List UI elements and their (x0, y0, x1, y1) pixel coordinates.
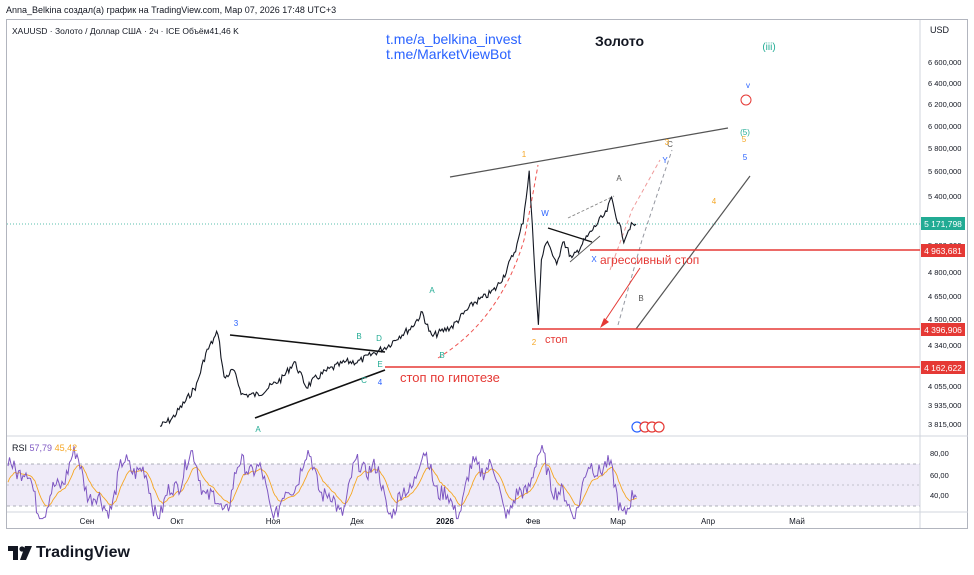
triangle-upper (229, 334, 386, 353)
symbol-legend[interactable]: XAUUSD · Золото / Доллар США · 2ч · ICE … (12, 26, 239, 36)
wave-label: A (616, 174, 622, 183)
wave-label: Y (662, 156, 668, 165)
time-axis: Сен Окт Ноя Дек 2026 Фев Мар Апр Май (80, 517, 805, 526)
time-tick-label: Дек (350, 517, 364, 526)
price-tick-label: 4 500,000 (928, 315, 961, 324)
rsi-axis: 80,00 60,00 40,00 (930, 449, 949, 500)
time-tick-label: Апр (701, 517, 716, 526)
price-tick-label: 6 600,000 (928, 58, 961, 67)
price-axis: 6 600,000 6 400,000 6 200,000 6 000,000 5 80… (928, 58, 961, 429)
rsi-ma-line (7, 462, 637, 507)
tradingview-logo[interactable]: TradingView (8, 544, 130, 562)
rsi-tick-label: 40,00 (930, 491, 949, 500)
red-arrow (601, 267, 641, 326)
level-labels: агрессивный стоп стоп стоп по гипотезе (400, 253, 699, 385)
aggressive-stop-badge: 4 963,681 (921, 244, 965, 257)
time-tick-label: 2026 (436, 517, 454, 526)
time-tick-label: Фев (526, 517, 541, 526)
wave-label: E (377, 360, 382, 369)
wave-label: D (376, 334, 382, 343)
wave-label: X (591, 255, 597, 264)
time-tick-label: Мар (610, 517, 626, 526)
wave-label: 2 (532, 338, 537, 347)
lower-trendline (635, 175, 751, 330)
price-tick-label: 3 935,000 (928, 401, 961, 410)
hypothesis-stop-badge: 4 162,622 (921, 361, 965, 374)
current-price-badge: 5 171,798 (921, 217, 965, 230)
wave-label: 5 (742, 135, 747, 144)
wave-label: v (746, 81, 750, 90)
chart-title: Золото (595, 33, 645, 49)
time-tick-label: Сен (80, 517, 95, 526)
level-label: стоп по гипотезе (400, 370, 500, 385)
rsi-value: 57,79 (29, 443, 53, 453)
level-label: стоп (545, 334, 568, 346)
price-tick-label: 6 000,000 (928, 122, 961, 131)
circled-wave-marker (740, 94, 752, 106)
wave-label: B (356, 332, 361, 341)
dashed-projection-red (437, 164, 539, 359)
price-tick-label: 4 055,000 (928, 382, 961, 391)
tradingview-logo-icon (8, 546, 32, 560)
svg-text:4 162,622: 4 162,622 (924, 363, 962, 373)
svg-text:4 396,906: 4 396,906 (924, 325, 962, 335)
level-label: агрессивный стоп (600, 253, 699, 267)
telegram-link-1[interactable]: t.me/a_belkina_invest (386, 31, 522, 47)
time-tick-label: Ноя (266, 517, 281, 526)
rsi-tick-label: 80,00 (930, 449, 949, 458)
price-tick-label: 4 800,000 (928, 268, 961, 277)
time-tick-label: Окт (170, 517, 184, 526)
price-tick-label: 6 400,000 (928, 79, 961, 88)
price-tick-label: 4 650,000 (928, 292, 961, 301)
event-icons[interactable] (631, 421, 665, 433)
brand-name: TradingView (36, 544, 130, 561)
price-tick-label: 6 200,000 (928, 100, 961, 109)
telegram-link-2[interactable]: t.me/MarketViewBot (386, 46, 512, 62)
price-tick-label: 5 800,000 (928, 144, 961, 153)
upper-trendline (449, 127, 729, 178)
wave-label: 3 (665, 138, 670, 147)
wave-label: 3 (234, 319, 239, 328)
chart-frame (6, 19, 968, 529)
rsi-legend[interactable]: RSI 57,79 45,42 (12, 443, 77, 453)
stop-badge: 4 396,906 (921, 323, 965, 336)
wave-label: A (255, 425, 261, 434)
rsi-line (7, 444, 637, 520)
wave-label: A (429, 286, 435, 295)
triangle-lower (254, 369, 386, 419)
rsi-name: RSI (12, 443, 28, 453)
svg-text:4 963,681: 4 963,681 (924, 246, 962, 256)
price-tick-label: 5 400,000 (928, 192, 961, 201)
price-tick-label: 3 815,000 (928, 420, 961, 429)
wave-label: 4 (712, 197, 717, 206)
wave-label: (5) (740, 128, 750, 137)
price-series-line (159, 170, 637, 427)
wave-label: 1 (522, 150, 527, 159)
wave-label: B (638, 294, 643, 303)
wave-label: B (439, 351, 444, 360)
wave-label: C (667, 140, 673, 149)
wave-label: C (361, 376, 367, 385)
price-tick-label: 5 600,000 (928, 167, 961, 176)
wave-label: (iii) (762, 42, 775, 53)
time-tick-label: Май (789, 517, 805, 526)
current-price-value: 5 171,798 (924, 219, 962, 229)
rsi-tick-label: 60,00 (930, 471, 949, 480)
currency-label[interactable]: USD (930, 25, 950, 35)
rsi-ma-value: 45,42 (54, 443, 78, 453)
wave-label: 4 (378, 378, 383, 387)
wave-label: 5 (743, 153, 748, 162)
chart-caption: Anna_Belkina создал(а) график на Trading… (6, 5, 337, 15)
wave-label: W (541, 209, 549, 218)
price-tick-label: 4 340,000 (928, 341, 961, 350)
